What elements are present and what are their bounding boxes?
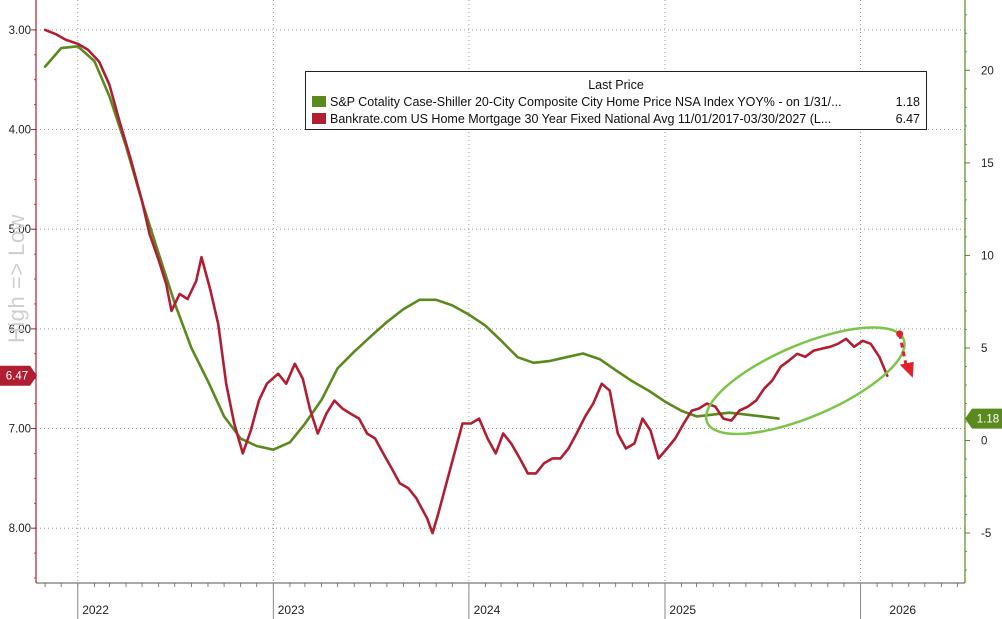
right-tick-label: 15 [981,158,994,170]
trend-arrow-head [899,361,914,378]
series-line-mortgage [43,28,889,535]
x-tick-label: 2022 [82,603,109,617]
left-tick-label: 4.00 [9,125,31,137]
legend-value: 6.47 [895,111,920,126]
last-value-tag-case-shiller [965,408,1002,429]
left-tick-label: 6.00 [9,324,31,336]
watermark-text: High => Low [4,213,29,343]
last-value-label-mortgage: 6.47 [6,371,28,383]
annotations: 6.47 1.18 [0,326,1002,436]
left-tick-label: 5.00 [9,224,31,236]
x-tick-label: 2026 [889,603,916,617]
right-tick-label: -5 [981,528,991,540]
last-value-label-case-shiller: 1.18 [977,414,999,426]
left-tick-label: 7.00 [9,424,31,436]
x-tick-label: 2025 [669,603,696,617]
right-tick-label: 5 [981,343,987,355]
right-tick-label: 10 [981,250,994,262]
legend-label: S&P Cotality Case-Shiller 20-City Compos… [330,94,842,109]
legend-swatch-green [312,96,326,107]
series-layer [43,28,889,535]
legend-swatch-red [312,113,326,124]
right-tick-label: 20 [981,65,994,77]
legend-entry-mortgage: Bankrate.com US Home Mortgage 30 Year Fi… [306,110,926,127]
left-tick-label: 3.00 [9,25,31,37]
highlight-ellipse [704,326,906,436]
left-tick-label: 8.00 [9,523,31,535]
legend-label: Bankrate.com US Home Mortgage 30 Year Fi… [330,111,832,126]
x-tick-label: 2024 [474,603,501,617]
x-tick-label: 2023 [278,603,305,617]
trend-arrow-shaft [898,333,909,370]
legend-entry-case-shiller: S&P Cotality Case-Shiller 20-City Compos… [306,93,926,110]
right-tick-label: 0 [981,435,987,447]
legend-value: 1.18 [895,94,920,109]
last-value-tag-mortgage [0,365,37,386]
legend: Last Price S&P Cotality Case-Shiller 20-… [305,71,927,130]
axes: 3.00 4.00 5.00 6.00 7.00 8.00 -5 0 5 10 15 20 2022 20… [9,0,994,619]
legend-title: Last Price [588,78,644,92]
series-line-case-shiller [43,45,780,451]
